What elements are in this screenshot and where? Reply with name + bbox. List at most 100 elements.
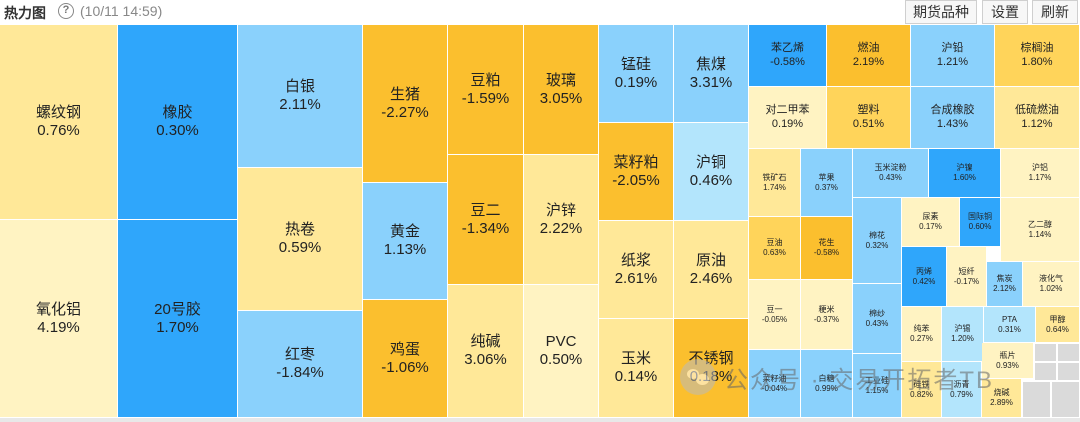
tile-name: 短纤 [958,266,975,276]
tile-change: 2.46% [689,269,733,287]
empty-tile [1022,381,1051,418]
heatmap-tile[interactable]: 玉米淀粉 0.43% [853,149,929,198]
heatmap-tile[interactable]: 豆油 0.63% [749,217,801,280]
settings-button[interactable]: 设置 [982,0,1028,24]
heatmap-tile[interactable]: 菜籽粕 -2.05% [599,123,674,221]
empty-tile [1057,343,1080,362]
heatmap-tile[interactable]: 20号胶 1.70% [118,220,238,418]
heatmap-tile[interactable]: 玻璃 3.05% [524,25,599,155]
heatmap-tile[interactable]: 白糖 0.99% [801,350,853,418]
tile-change: 0.19% [614,73,658,91]
heatmap-tile[interactable]: 锰硅 0.19% [599,25,674,123]
heatmap-tile[interactable]: 合成橡胶 1.43% [911,87,995,149]
heatmap-tile[interactable]: 纯碱 3.06% [448,285,524,418]
heatmap-tile[interactable]: 纯苯 0.27% [902,307,942,362]
tile-name: 苹果 [818,172,835,182]
tile-change: -0.05% [761,314,788,324]
question-circle-icon[interactable]: ? [58,3,74,19]
tile-change: 0.79% [950,389,973,399]
heatmap-tile[interactable]: 鸡蛋 -1.06% [363,300,448,418]
heatmap-tile[interactable]: 液化气 1.02% [1023,262,1080,307]
heatmap-tile[interactable]: 硅铁 0.82% [902,362,942,418]
heatmap-tile[interactable]: 甲醇 0.64% [1036,307,1080,343]
tile-name: 甲醇 [1049,314,1066,324]
heatmap-tile[interactable]: 纸浆 2.61% [599,221,674,319]
horizontal-scrollbar[interactable] [0,418,1080,422]
heatmap-tile[interactable]: 粳米 -0.37% [801,280,853,350]
heatmap-tile[interactable]: 豆二 -1.34% [448,155,524,285]
heatmap-tile[interactable]: 沪锌 2.22% [524,155,599,285]
empty-tile [1051,381,1080,418]
heatmap-tile[interactable]: PVC 0.50% [524,285,599,418]
tile-name: 低硫燃油 [1015,104,1059,117]
heatmap-tile[interactable]: 塑料 0.51% [827,87,911,149]
empty-tile [1057,362,1080,381]
heatmap-tile[interactable]: 红枣 -1.84% [238,311,363,418]
tile-name: 铁矿石 [762,172,787,182]
refresh-button[interactable]: 刷新 [1032,0,1078,24]
heatmap-tile[interactable]: 菜籽油 -0.04% [749,350,801,418]
tile-name: 工业硅 [865,375,889,385]
tile-name: 不锈钢 [688,350,734,367]
heatmap-tile[interactable]: 沪铜 0.46% [674,123,749,221]
heatmap-tile[interactable]: 玉米 0.14% [599,319,674,418]
heatmap-tile[interactable]: 豆粕 -1.59% [448,25,524,155]
tile-change: 0.19% [771,117,804,130]
heatmap-tile[interactable]: 豆一 -0.05% [749,280,801,350]
heatmap-tile[interactable]: 生猪 -2.27% [363,25,448,183]
heatmap-tile[interactable]: 热卷 0.59% [238,168,363,311]
heatmap-tile[interactable]: 不锈钢 0.18% [674,319,749,418]
tile-change: 1.70% [156,318,199,336]
heatmap-tile[interactable]: 原油 2.46% [674,221,749,319]
heatmap-tile[interactable]: 棕榈油 1.80% [995,25,1080,87]
tile-change: -1.34% [461,219,510,237]
heatmap-tile[interactable]: 沥青 0.79% [942,362,982,418]
tile-name: 瓶片 [999,350,1016,360]
tile-change: 0.99% [815,383,838,393]
heatmap-tile[interactable]: 橡胶 0.30% [118,25,238,220]
tile-name: 沪锡 [954,324,971,334]
heatmap-tile[interactable]: 沪锡 1.20% [942,307,984,362]
heatmap-tile[interactable]: 苹果 0.37% [801,149,853,217]
tile-change: 0.17% [919,222,942,231]
heatmap-tile[interactable]: 棉花 0.32% [853,198,902,284]
heatmap-tile[interactable]: 焦煤 3.31% [674,25,749,123]
tile-change: 3.05% [539,89,583,107]
empty-tile [1034,343,1057,362]
heatmap-tile[interactable]: 棉纱 0.43% [853,284,902,354]
heatmap-tile[interactable]: 沪铝 1.17% [1001,149,1080,198]
toolbar: 热力图 ? (10/11 14:59) 期货品种 设置 刷新 [0,0,1080,24]
futures-varieties-button[interactable]: 期货品种 [905,0,977,24]
heatmap-tile[interactable]: 丙烯 0.42% [902,247,947,307]
heatmap-tile[interactable]: 尿素 0.17% [902,198,960,247]
heatmap-tile[interactable]: 白银 2.11% [238,25,363,168]
tile-name: 豆粕 [470,71,501,89]
tile-change: 1.14% [1028,229,1052,239]
heatmap-tile[interactable]: 乙二醇 1.14% [1001,198,1080,262]
heatmap-tile[interactable]: PTA 0.31% [984,307,1036,343]
heatmap-tile[interactable]: 低硫燃油 1.12% [995,87,1080,149]
tile-change: -0.58% [813,248,840,257]
tile-name: 苯乙烯 [771,42,804,55]
heatmap-tile[interactable]: 工业硅 1.15% [853,354,902,418]
tile-name: 沪铜 [695,153,726,171]
heatmap-tile[interactable]: 焦炭 2.12% [987,262,1023,307]
heatmap-tile[interactable]: 短纤 -0.17% [947,247,987,307]
heatmap-tile[interactable]: 氧化铝 4.19% [0,220,118,418]
tile-name: 棕榈油 [1020,42,1054,55]
heatmap-tile[interactable]: 沪铅 1.21% [911,25,995,87]
heatmap-tile[interactable]: 国际铜 0.60% [960,198,1001,247]
heatmap-tile[interactable]: 瓶片 0.93% [982,343,1034,379]
tile-name: 沪铝 [1032,163,1048,173]
heatmap-tile[interactable]: 花生 -0.58% [801,217,853,280]
heatmap-tile[interactable]: 黄金 1.13% [363,183,448,300]
heatmap-tile[interactable]: 沪镍 1.60% [929,149,1001,198]
heatmap-tile[interactable]: 烧碱 2.89% [982,379,1022,418]
heatmap-tile[interactable]: 螺纹钢 0.76% [0,25,118,220]
heatmap-tile[interactable]: 苯乙烯 -0.58% [749,25,827,87]
tile-change: 2.22% [539,219,583,237]
heatmap-tile[interactable]: 对二甲苯 0.19% [749,87,827,149]
heatmap-tile[interactable]: 铁矿石 1.74% [749,149,801,217]
tile-name: 硅铁 [913,379,930,389]
heatmap-tile[interactable]: 燃油 2.19% [827,25,911,87]
